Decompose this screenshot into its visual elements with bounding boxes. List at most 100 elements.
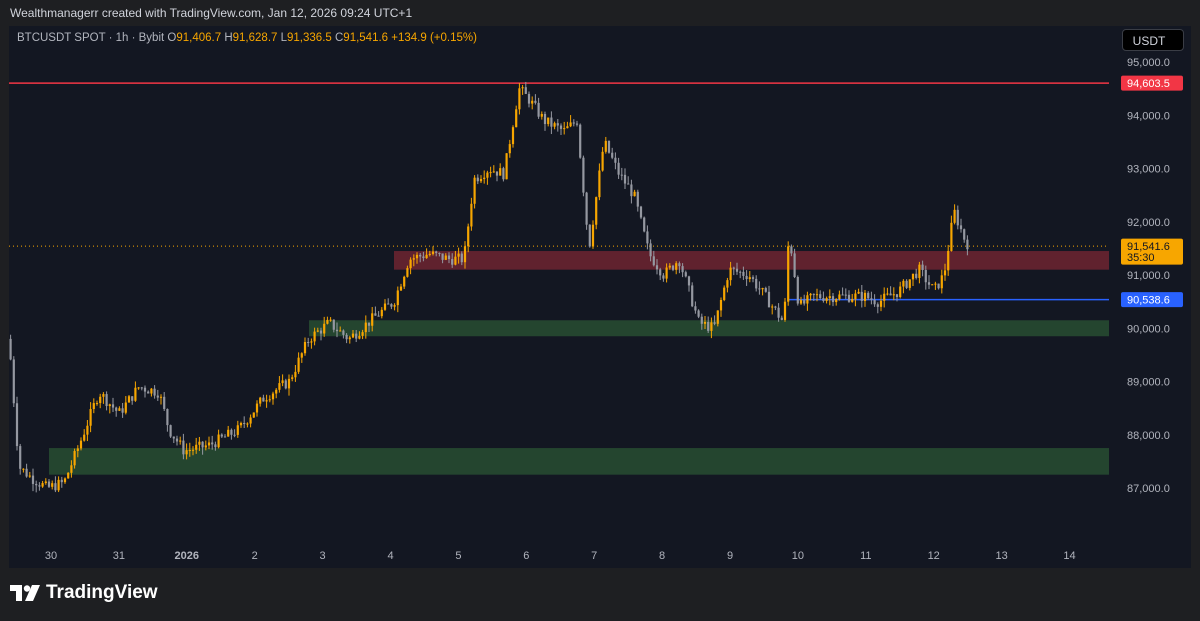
candle bbox=[412, 254, 415, 267]
candle-body bbox=[403, 276, 406, 287]
candle-body bbox=[492, 171, 495, 173]
candle bbox=[492, 165, 495, 173]
candle bbox=[223, 434, 227, 438]
red-zone[interactable] bbox=[394, 251, 1109, 270]
candle-body bbox=[444, 255, 447, 260]
candle-body bbox=[342, 330, 345, 335]
support-price-tag[interactable] bbox=[1121, 292, 1183, 308]
candle bbox=[959, 218, 963, 233]
candle-body bbox=[633, 191, 636, 197]
candle bbox=[835, 298, 838, 306]
candle bbox=[9, 334, 12, 361]
candle bbox=[963, 228, 966, 243]
candle bbox=[249, 414, 252, 428]
candle bbox=[927, 275, 931, 290]
candle bbox=[947, 244, 950, 276]
candle bbox=[777, 303, 780, 322]
candle bbox=[569, 115, 572, 128]
symbol-info[interactable]: BTCUSDT SPOT · 1h · Bybit bbox=[17, 32, 165, 44]
candle bbox=[441, 253, 444, 264]
time-tick-label: 5 bbox=[455, 550, 461, 562]
candle-body bbox=[198, 441, 201, 445]
countdown-label: 35:30 bbox=[1127, 252, 1155, 264]
candle-body bbox=[860, 291, 863, 301]
candle bbox=[201, 441, 204, 455]
candle bbox=[476, 174, 479, 185]
candle-body bbox=[460, 253, 463, 263]
candle bbox=[515, 105, 518, 128]
candle bbox=[230, 428, 233, 440]
candle bbox=[438, 252, 441, 257]
candle-body bbox=[774, 306, 777, 308]
candle bbox=[761, 287, 764, 296]
candle bbox=[204, 440, 207, 451]
candle-body bbox=[905, 280, 908, 288]
candle bbox=[428, 250, 431, 257]
candle-body bbox=[79, 440, 83, 449]
candle bbox=[659, 267, 662, 281]
green-zone-low[interactable] bbox=[49, 448, 1109, 475]
candle bbox=[547, 117, 550, 127]
candle-body bbox=[127, 396, 131, 403]
candle bbox=[793, 248, 796, 279]
candle-body bbox=[124, 402, 127, 413]
candle bbox=[364, 315, 367, 339]
candle bbox=[281, 374, 284, 387]
candle-body bbox=[294, 371, 297, 378]
candle-body bbox=[425, 254, 428, 259]
time-tick-label: 10 bbox=[792, 550, 804, 562]
last-price-tag[interactable] bbox=[1121, 238, 1183, 265]
chart-area[interactable]: 95,000.0 94,000.0 93,000.0 92,000.0 91,000.0… bbox=[9, 26, 1191, 568]
candle-body bbox=[92, 403, 95, 410]
candle bbox=[588, 224, 591, 248]
candle-body bbox=[735, 268, 739, 272]
candle bbox=[662, 273, 665, 282]
price-chart[interactable]: 95,000.0 94,000.0 93,000.0 92,000.0 91,000.0… bbox=[9, 26, 1191, 568]
candle-body bbox=[595, 197, 598, 225]
resistance-price-tag[interactable] bbox=[1121, 75, 1183, 91]
candle bbox=[847, 290, 851, 303]
candle bbox=[499, 163, 502, 176]
tradingview-logo[interactable]: TradingView bbox=[10, 582, 158, 604]
candle-body bbox=[175, 438, 179, 442]
candle-body bbox=[867, 292, 870, 299]
candle bbox=[387, 298, 390, 305]
candle-body bbox=[515, 109, 518, 128]
candle bbox=[767, 285, 771, 308]
candle-body bbox=[131, 396, 134, 401]
candle-body bbox=[361, 332, 364, 336]
candle-body bbox=[67, 472, 70, 479]
candle-body bbox=[627, 183, 630, 185]
candle bbox=[473, 175, 476, 209]
footer bbox=[0, 568, 1200, 621]
time-tick-label: 7 bbox=[591, 550, 597, 562]
candle-body bbox=[767, 291, 771, 308]
candle bbox=[643, 216, 646, 233]
candle-body bbox=[886, 293, 889, 295]
candle-body bbox=[873, 299, 876, 305]
candle-body bbox=[230, 429, 233, 435]
candle-body bbox=[387, 303, 390, 305]
candle-body bbox=[35, 483, 38, 486]
candle-body bbox=[70, 465, 73, 473]
time-tick-label: 9 bbox=[727, 550, 733, 562]
price-tick-label: 92,000.0 bbox=[1127, 217, 1170, 229]
candle-body bbox=[326, 319, 329, 324]
candle bbox=[140, 386, 143, 391]
candle bbox=[700, 313, 703, 330]
candle bbox=[883, 287, 886, 308]
candle bbox=[377, 311, 380, 317]
candle-body bbox=[812, 293, 815, 295]
candle bbox=[563, 121, 566, 135]
candle-body bbox=[854, 293, 857, 300]
candle bbox=[665, 263, 668, 283]
candle-body bbox=[380, 309, 383, 317]
time-tick-label: 13 bbox=[995, 550, 1007, 562]
time-axis[interactable]: 30 31 2026 2 3 4 5 6 7 8 9 10 11 12 13 14 bbox=[45, 550, 1076, 562]
candle-body bbox=[319, 330, 323, 334]
currency-button[interactable]: USDT bbox=[1122, 29, 1184, 51]
price-axis[interactable]: 95,000.0 94,000.0 93,000.0 92,000.0 91,000.0… bbox=[1127, 57, 1170, 495]
candle bbox=[508, 139, 511, 158]
candle bbox=[271, 391, 275, 405]
candle-body bbox=[703, 321, 707, 324]
